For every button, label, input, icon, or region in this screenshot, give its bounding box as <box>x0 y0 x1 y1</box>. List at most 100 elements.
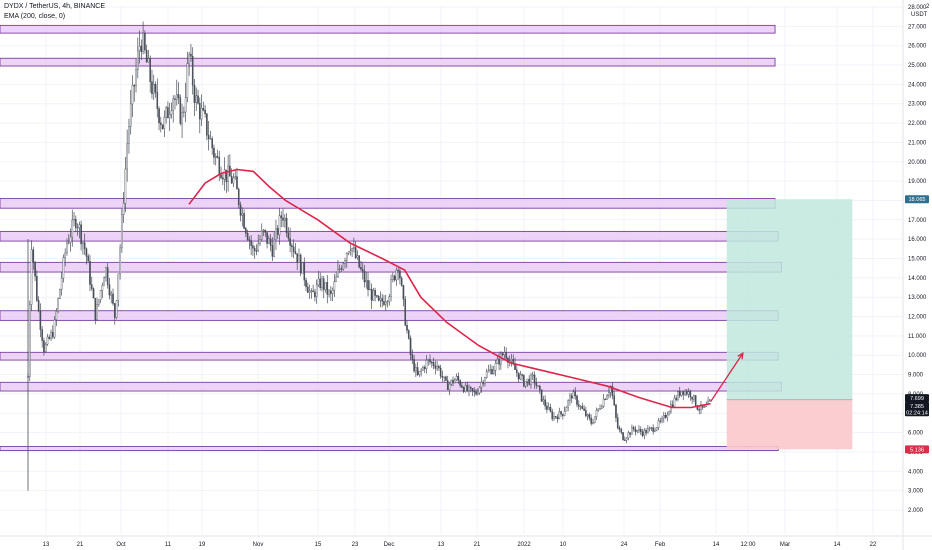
candle-body <box>337 269 339 278</box>
candle-body <box>390 279 392 297</box>
price-axis[interactable]: 2.0003.0004.0005.0006.0007.0008.0009.000… <box>902 0 930 550</box>
candle-body <box>517 372 520 380</box>
candle-body <box>126 143 128 170</box>
candle-body <box>616 417 619 429</box>
candle-body <box>620 429 623 433</box>
candle-body <box>184 97 187 113</box>
candle-body <box>374 290 376 296</box>
candle-body <box>709 399 711 402</box>
candle-body <box>358 255 360 268</box>
candle-body <box>407 330 410 339</box>
candle-body <box>268 238 270 244</box>
candle-body <box>80 224 82 245</box>
candle-body <box>152 84 155 94</box>
candle-body <box>117 273 120 301</box>
candle-body <box>462 387 465 392</box>
candle-body <box>576 395 578 405</box>
time-tick-label: Nov <box>253 542 264 548</box>
candle-body <box>237 188 240 205</box>
currency-label: USDT <box>911 12 928 18</box>
candle-body <box>276 228 279 235</box>
candle-body <box>59 289 61 299</box>
candle-body <box>115 300 118 318</box>
candle-body <box>119 247 121 275</box>
candle-body <box>377 296 380 301</box>
candle-body <box>441 376 444 378</box>
scale-corner-label: 2 <box>926 4 930 10</box>
candle-body <box>239 204 242 216</box>
candle-body <box>586 414 589 417</box>
candle-body <box>349 250 352 253</box>
candle-body <box>659 420 662 422</box>
price-series <box>27 21 711 491</box>
price-tick-label: 6.000 <box>908 431 924 437</box>
price-tick-label: 13.000 <box>908 295 927 301</box>
price-tick-label: 15.000 <box>908 257 927 263</box>
candle-body <box>140 45 143 52</box>
candle-body <box>468 386 470 391</box>
candle-body <box>464 385 467 392</box>
candle-body <box>420 369 422 372</box>
candle-body <box>535 382 538 386</box>
candle-body <box>384 301 387 305</box>
candle-body <box>137 50 139 70</box>
candle-body <box>89 261 91 285</box>
candle-body <box>255 250 258 252</box>
candle-body <box>434 365 437 369</box>
candle-body <box>177 94 180 98</box>
candle-body <box>122 202 125 216</box>
candle-body <box>269 238 272 246</box>
candle-body <box>445 376 447 381</box>
candle-body <box>160 122 162 125</box>
candle-body <box>533 374 536 384</box>
long-position-tool[interactable] <box>726 199 853 450</box>
candle-body <box>248 239 251 241</box>
candle-body <box>471 388 474 392</box>
candle-body <box>638 428 640 431</box>
candle-body <box>112 293 114 304</box>
candle-body <box>99 290 102 301</box>
candle-body <box>39 310 42 330</box>
time-tick-label: 21 <box>474 542 481 548</box>
candle-body <box>34 261 36 277</box>
candle-body <box>96 304 98 321</box>
candle-body <box>624 439 626 441</box>
candle-body <box>322 278 325 290</box>
candle-body <box>590 417 592 424</box>
candle-body <box>492 369 495 375</box>
time-tick-label: 13 <box>438 542 445 548</box>
candle-body <box>292 246 295 252</box>
candle-body <box>570 395 573 399</box>
candle-body <box>565 406 568 412</box>
candle-body <box>422 367 424 371</box>
candle-body <box>691 396 693 400</box>
candle-body <box>156 92 159 109</box>
candle-body <box>588 414 591 419</box>
sr-zone <box>0 230 779 242</box>
candle-body <box>154 84 157 93</box>
time-tick-label: 21 <box>77 542 84 548</box>
candle-body <box>342 263 345 270</box>
candle-body <box>553 416 555 419</box>
candle-body <box>693 395 695 400</box>
candle-body <box>220 174 222 179</box>
time-axis[interactable]: 13 21 Oct 11 19 Nov 15 23 Dec 13 21 2022 10 24 Feb 14 12… <box>0 535 932 548</box>
candle-body <box>69 236 72 243</box>
candle-body <box>673 397 676 407</box>
candle-body <box>55 311 58 321</box>
candle-body <box>404 299 407 326</box>
price-tag-box <box>905 394 929 403</box>
candle-body <box>448 383 451 390</box>
candle-body <box>57 298 59 312</box>
candle-body <box>209 138 212 140</box>
candle-body <box>191 56 194 86</box>
time-tick-label: 19 <box>199 542 206 548</box>
candle-body <box>354 247 357 258</box>
price-tick-label: 16.000 <box>908 237 927 243</box>
price-tick-label: 17.000 <box>908 218 927 224</box>
candle-body <box>87 256 90 262</box>
candle-body <box>487 370 490 373</box>
candle-body <box>409 338 412 355</box>
candle-body <box>386 301 389 303</box>
